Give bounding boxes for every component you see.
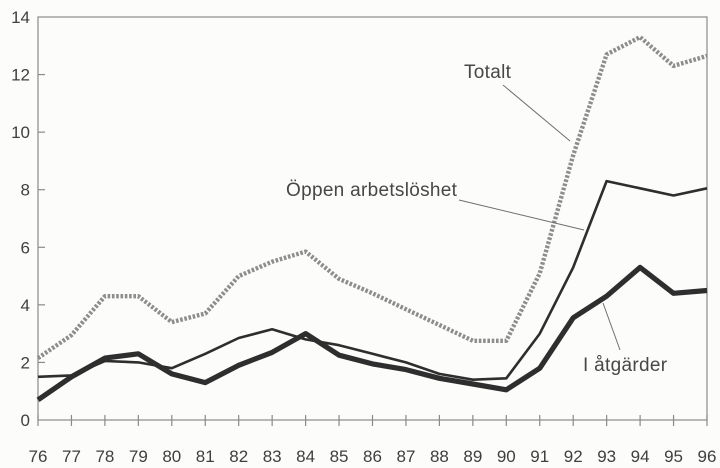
- y-tick-label: 0: [21, 411, 30, 430]
- annotation-ppen-arbetsl-shet: Öppen arbetslöshet: [286, 180, 585, 231]
- y-tick-label: 10: [11, 123, 30, 142]
- x-tick-label: 86: [363, 447, 382, 466]
- x-tick-label: 84: [296, 447, 315, 466]
- annotation-label-totalt: Totalt: [464, 62, 512, 83]
- x-tick-label: 89: [463, 447, 482, 466]
- x-tick-label: 79: [129, 447, 148, 466]
- x-tick-label: 96: [698, 447, 717, 466]
- x-tick-label: 93: [597, 447, 616, 466]
- annotation-label-ppen-arbetsl-shet: Öppen arbetslöshet: [286, 180, 458, 201]
- x-tick-label: 87: [396, 447, 415, 466]
- annotation-leader-line: [502, 84, 571, 142]
- y-tick-label: 12: [11, 66, 30, 85]
- y-tick-label: 8: [21, 181, 30, 200]
- x-tick-label: 77: [62, 447, 81, 466]
- x-tick-label: 91: [530, 447, 549, 466]
- x-tick-label: 88: [430, 447, 449, 466]
- y-axis: 0 2 4 6 8 10 12 14: [11, 8, 45, 430]
- y-tick-label: 2: [21, 353, 30, 372]
- series-line-ppen-arbetsl-shet: [37, 179, 708, 382]
- x-tick-label: 82: [229, 447, 248, 466]
- x-tick-label: 81: [196, 447, 215, 466]
- annotation-totalt: Totalt: [464, 62, 571, 142]
- x-tick-label: 92: [564, 447, 583, 466]
- x-tick-label: 78: [95, 447, 114, 466]
- x-tick-label: 83: [263, 447, 282, 466]
- x-tick-label: 76: [29, 447, 48, 466]
- y-tick-label: 6: [21, 238, 30, 257]
- series-line-i-tg-rder: [36, 264, 708, 403]
- y-tick-label: 4: [21, 296, 30, 315]
- x-tick-label: 90: [497, 447, 516, 466]
- x-tick-label: 80: [162, 447, 181, 466]
- x-tick-label: 95: [664, 447, 683, 466]
- y-tick-label: 14: [11, 8, 30, 27]
- annotation-i-tg-rder: I åtgärder: [583, 302, 668, 376]
- x-tick-label: 85: [330, 447, 349, 466]
- annotation-leader-line: [458, 199, 585, 231]
- x-tick-label: 94: [631, 447, 650, 466]
- annotation-label-i-tg-rder: I åtgärder: [583, 355, 668, 376]
- x-axis: 76 77 78 79 80 81 82 83 84 85 86 87 88 89 90 91 92 93 94 95…: [29, 415, 717, 466]
- annotation-leader-line: [602, 302, 621, 351]
- series-line-totalt: [36, 34, 708, 360]
